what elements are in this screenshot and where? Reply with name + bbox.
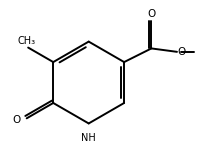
Text: O: O: [13, 115, 21, 125]
Text: O: O: [178, 47, 186, 57]
Text: CH₃: CH₃: [17, 36, 35, 46]
Text: O: O: [147, 9, 156, 19]
Text: NH: NH: [81, 133, 96, 143]
